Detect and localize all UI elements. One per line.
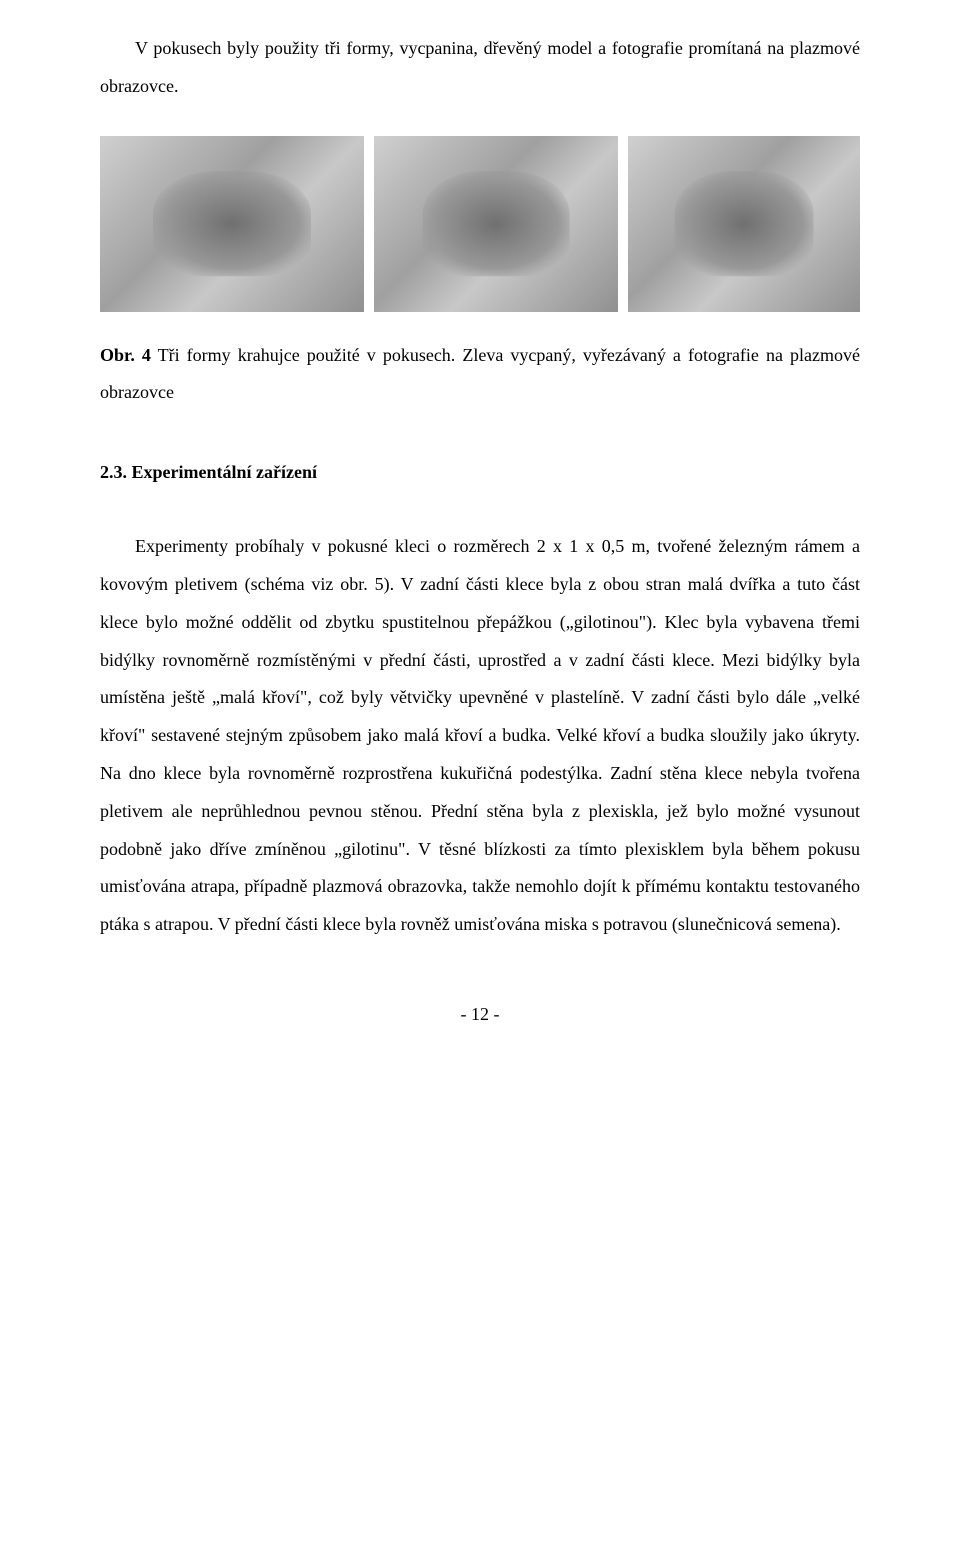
page-number: - 12 - (100, 1004, 860, 1025)
section-title: Experimentální zařízení (132, 462, 317, 482)
bird-photo-3 (628, 136, 860, 312)
intro-paragraph: V pokusech byly použity tři formy, vycpa… (100, 30, 860, 106)
figure-image-row (100, 136, 860, 312)
body-paragraph: Experimenty probíhaly v pokusné kleci o … (100, 528, 860, 944)
figure-caption: Obr. 4 Tři formy krahujce použité v poku… (100, 337, 860, 413)
figure-caption-text: Tři formy krahujce použité v pokusech. Z… (100, 345, 860, 403)
section-number: 2.3. (100, 462, 127, 482)
bird-photo-1 (100, 136, 364, 312)
section-heading: 2.3. Experimentální zařízení (100, 462, 860, 483)
bird-photo-2 (374, 136, 619, 312)
figure-label: Obr. 4 (100, 345, 151, 365)
